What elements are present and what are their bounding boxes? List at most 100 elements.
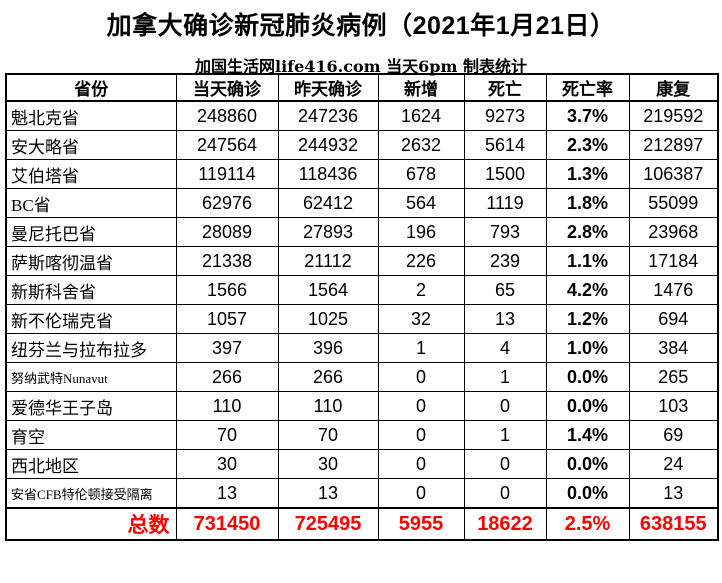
total-label: 总数 xyxy=(5,507,177,541)
deaths-cell: 65 xyxy=(463,275,547,305)
new-cases-cell: 564 xyxy=(377,188,465,218)
death-rate-cell: 1.0% xyxy=(545,333,630,363)
deaths-cell: 0 xyxy=(463,478,547,509)
yesterday-confirmed-cell: 1025 xyxy=(277,304,379,334)
new-cases-cell: 226 xyxy=(377,246,465,276)
province-cell: 安大略省 xyxy=(5,130,177,160)
table-row: 新不伦瑞克省 1057 1025 32 13 1.2% 694 xyxy=(5,304,719,334)
new-cases-cell: 1624 xyxy=(377,100,465,131)
today-confirmed-cell: 266 xyxy=(175,362,279,392)
yesterday-confirmed-cell: 70 xyxy=(277,420,379,450)
province-cell: 新不伦瑞克省 xyxy=(5,304,177,334)
yesterday-confirmed-cell: 110 xyxy=(277,391,379,421)
recovered-cell: 69 xyxy=(628,420,719,450)
deaths-cell: 1500 xyxy=(463,159,547,189)
today-confirmed-cell: 1057 xyxy=(175,304,279,334)
deaths-cell: 5614 xyxy=(463,130,547,160)
covid-stats-table: 省份 当天确诊 昨天确诊 新增 死亡 死亡率 康复 魁北克省 248860 2472… xyxy=(5,73,719,541)
recovered-cell: 106387 xyxy=(628,159,719,189)
yesterday-confirmed-cell: 13 xyxy=(277,478,379,509)
table-row: 新斯科舍省 1566 1564 2 65 4.2% 1476 xyxy=(5,275,719,305)
yesterday-confirmed-cell: 27893 xyxy=(277,217,379,247)
province-cell: 西北地区 xyxy=(5,449,177,479)
yesterday-confirmed-cell: 266 xyxy=(277,362,379,392)
today-confirmed-total: 731450 xyxy=(175,507,279,541)
deaths-total: 18622 xyxy=(463,507,547,541)
deaths-cell: 239 xyxy=(463,246,547,276)
page-title: 加拿大确诊新冠肺炎病例（2021年1月21日） xyxy=(106,12,616,40)
province-cell: 育空 xyxy=(5,420,177,450)
today-confirmed-cell: 248860 xyxy=(175,100,279,131)
recovered-cell: 24 xyxy=(628,449,719,479)
table-row: 艾伯塔省 119114 118436 678 1500 1.3% 106387 xyxy=(5,159,719,189)
recovered-cell: 17184 xyxy=(628,246,719,276)
recovered-cell: 23968 xyxy=(628,217,719,247)
table-row: 安省CFB特伦顿接受隔离 13 13 0 0 0.0% 13 xyxy=(5,478,719,509)
recovered-cell: 13 xyxy=(628,478,719,509)
province-cell: 艾伯塔省 xyxy=(5,159,177,189)
table-row: 安大略省 247564 244932 2632 5614 2.3% 212897 xyxy=(5,130,719,160)
province-cell: 纽芬兰与拉布拉多 xyxy=(5,333,177,363)
death-rate-cell: 2.8% xyxy=(545,217,630,247)
new-cases-cell: 0 xyxy=(377,478,465,509)
deaths-cell: 793 xyxy=(463,217,547,247)
deaths-cell: 4 xyxy=(463,333,547,363)
today-confirmed-cell: 70 xyxy=(175,420,279,450)
table-row: 纽芬兰与拉布拉多 397 396 1 4 1.0% 384 xyxy=(5,333,719,363)
table-row: 西北地区 30 30 0 0 0.0% 24 xyxy=(5,449,719,479)
yesterday-confirmed-cell: 118436 xyxy=(277,159,379,189)
table-row: 育空 70 70 0 1 1.4% 69 xyxy=(5,420,719,450)
new-cases-cell: 32 xyxy=(377,304,465,334)
today-confirmed-cell: 110 xyxy=(175,391,279,421)
death-rate-total: 2.5% xyxy=(545,507,630,541)
province-cell: 魁北克省 xyxy=(5,100,177,131)
total-row: 总数 731450 725495 5955 18622 2.5% 638155 xyxy=(5,507,719,541)
yesterday-confirmed-cell: 21112 xyxy=(277,246,379,276)
new-cases-cell: 0 xyxy=(377,449,465,479)
new-cases-cell: 0 xyxy=(377,362,465,392)
death-rate-cell: 1.8% xyxy=(545,188,630,218)
column-header-today-confirmed: 当天确诊 xyxy=(175,73,279,102)
new-cases-cell: 0 xyxy=(377,391,465,421)
yesterday-confirmed-cell: 30 xyxy=(277,449,379,479)
table-body: 魁北克省 248860 247236 1624 9273 3.7% 219592 安大略省 24… xyxy=(5,100,719,541)
death-rate-cell: 1.1% xyxy=(545,246,630,276)
new-cases-cell: 196 xyxy=(377,217,465,247)
province-cell: 曼尼托巴省 xyxy=(5,217,177,247)
recovered-total: 638155 xyxy=(628,507,719,541)
new-cases-cell: 678 xyxy=(377,159,465,189)
yesterday-confirmed-cell: 62412 xyxy=(277,188,379,218)
death-rate-cell: 2.3% xyxy=(545,130,630,160)
death-rate-cell: 0.0% xyxy=(545,391,630,421)
new-cases-total: 5955 xyxy=(377,507,465,541)
column-header-deaths: 死亡 xyxy=(463,73,547,102)
table-row: 魁北克省 248860 247236 1624 9273 3.7% 219592 xyxy=(5,100,719,131)
today-confirmed-cell: 1566 xyxy=(175,275,279,305)
yesterday-confirmed-cell: 396 xyxy=(277,333,379,363)
today-confirmed-cell: 397 xyxy=(175,333,279,363)
table-row: 曼尼托巴省 28089 27893 196 793 2.8% 23968 xyxy=(5,217,719,247)
deaths-cell: 13 xyxy=(463,304,547,334)
today-confirmed-cell: 62976 xyxy=(175,188,279,218)
new-cases-cell: 2 xyxy=(377,275,465,305)
deaths-cell: 1 xyxy=(463,362,547,392)
province-cell: 爱德华王子岛 xyxy=(5,391,177,421)
death-rate-cell: 1.4% xyxy=(545,420,630,450)
province-cell: 新斯科舍省 xyxy=(5,275,177,305)
yesterday-confirmed-cell: 1564 xyxy=(277,275,379,305)
column-header-death-rate: 死亡率 xyxy=(545,73,630,102)
province-cell: BC省 xyxy=(5,188,177,218)
deaths-cell: 9273 xyxy=(463,100,547,131)
recovered-cell: 384 xyxy=(628,333,719,363)
deaths-cell: 1119 xyxy=(463,188,547,218)
province-cell: 努纳武特Nunavut xyxy=(5,362,177,392)
recovered-cell: 103 xyxy=(628,391,719,421)
death-rate-cell: 1.2% xyxy=(545,304,630,334)
header-row: 省份 当天确诊 昨天确诊 新增 死亡 死亡率 康复 xyxy=(5,73,719,102)
recovered-cell: 219592 xyxy=(628,100,719,131)
column-header-recovered: 康复 xyxy=(628,73,719,102)
today-confirmed-cell: 13 xyxy=(175,478,279,509)
table-row: 努纳武特Nunavut 266 266 0 1 0.0% 265 xyxy=(5,362,719,392)
new-cases-cell: 1 xyxy=(377,333,465,363)
